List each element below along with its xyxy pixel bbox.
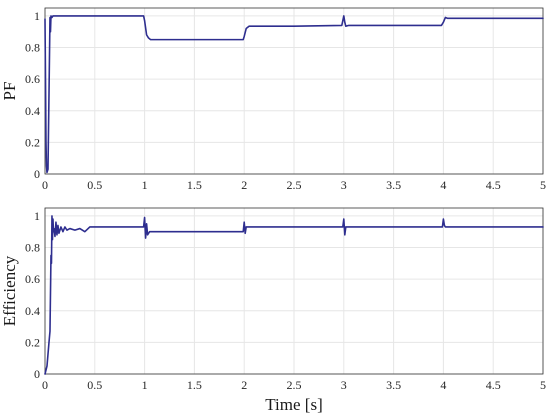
pf-y-tick-label: 0.4 — [25, 104, 40, 118]
eff-x-tick-label: 3 — [341, 378, 347, 392]
pf-x-tick-label: 4 — [440, 178, 446, 192]
eff-y-tick-label: 0.2 — [25, 335, 40, 349]
pf-y-ticks: 0 0.2 0.4 0.6 0.8 1 — [25, 9, 40, 181]
eff-y-tick-label: 0.4 — [25, 304, 40, 318]
pf-x-tick-label: 0.5 — [87, 178, 102, 192]
pf-x-tick-label: 3 — [341, 178, 347, 192]
pf-x-tick-label: 2 — [241, 178, 247, 192]
eff-y-tick-label: 0.8 — [25, 241, 40, 255]
efficiency-y-ticks: 0 0.2 0.4 0.6 0.8 1 — [25, 209, 40, 381]
pf-x-tick-label: 5 — [540, 178, 546, 192]
eff-y-tick-label: 1 — [34, 209, 40, 223]
efficiency-series-line — [44, 215, 544, 375]
eff-x-tick-label: 2 — [241, 378, 247, 392]
efficiency-chart: 0 0.5 1 1.5 2 2.5 3 3.5 4 4.5 5 0 0.2 0.4 0.6 0.8 1 Eff… — [0, 207, 546, 414]
pf-x-tick-label: 3.5 — [386, 178, 401, 192]
pf-x-tick-label: 4.5 — [486, 178, 501, 192]
pf-x-tick-label: 0 — [42, 178, 48, 192]
pf-y-tick-label: 0.6 — [25, 72, 40, 86]
eff-x-tick-label: 0 — [42, 378, 48, 392]
pf-chart: 0 0.5 1 1.5 2 2.5 3 3.5 4 4.5 5 0 0.2 0.4 0.6 0.8 1 PF — [0, 7, 546, 192]
eff-y-tick-label: 0.6 — [25, 272, 40, 286]
efficiency-y-axis-label: Efficiency — [0, 255, 19, 326]
eff-y-tick-label: 0 — [34, 367, 40, 381]
pf-grid — [44, 8, 544, 175]
efficiency-x-axis-label: Time [s] — [265, 395, 322, 414]
eff-x-tick-label: 4.5 — [486, 378, 501, 392]
efficiency-axes-frame — [44, 207, 544, 375]
eff-x-tick-label: 0.5 — [87, 378, 102, 392]
eff-x-tick-label: 3.5 — [386, 378, 401, 392]
efficiency-grid — [44, 208, 544, 375]
pf-series-line — [44, 15, 544, 174]
pf-x-tick-label: 2.5 — [287, 178, 302, 192]
eff-x-tick-label: 5 — [540, 378, 546, 392]
pf-y-tick-label: 0 — [34, 167, 40, 181]
eff-x-tick-label: 1 — [142, 378, 148, 392]
eff-x-tick-label: 1.5 — [187, 378, 202, 392]
pf-y-tick-label: 0.8 — [25, 41, 40, 55]
pf-y-axis-label: PF — [0, 82, 19, 101]
eff-x-tick-label: 4 — [440, 378, 446, 392]
pf-y-tick-label: 0.2 — [25, 135, 40, 149]
eff-x-tick-label: 2.5 — [287, 378, 302, 392]
pf-x-ticks: 0 0.5 1 1.5 2 2.5 3 3.5 4 4.5 5 — [42, 178, 546, 192]
efficiency-x-ticks: 0 0.5 1 1.5 2 2.5 3 3.5 4 4.5 5 — [42, 378, 546, 392]
pf-x-tick-label: 1 — [142, 178, 148, 192]
pf-x-tick-label: 1.5 — [187, 178, 202, 192]
pf-y-tick-label: 1 — [34, 9, 40, 23]
